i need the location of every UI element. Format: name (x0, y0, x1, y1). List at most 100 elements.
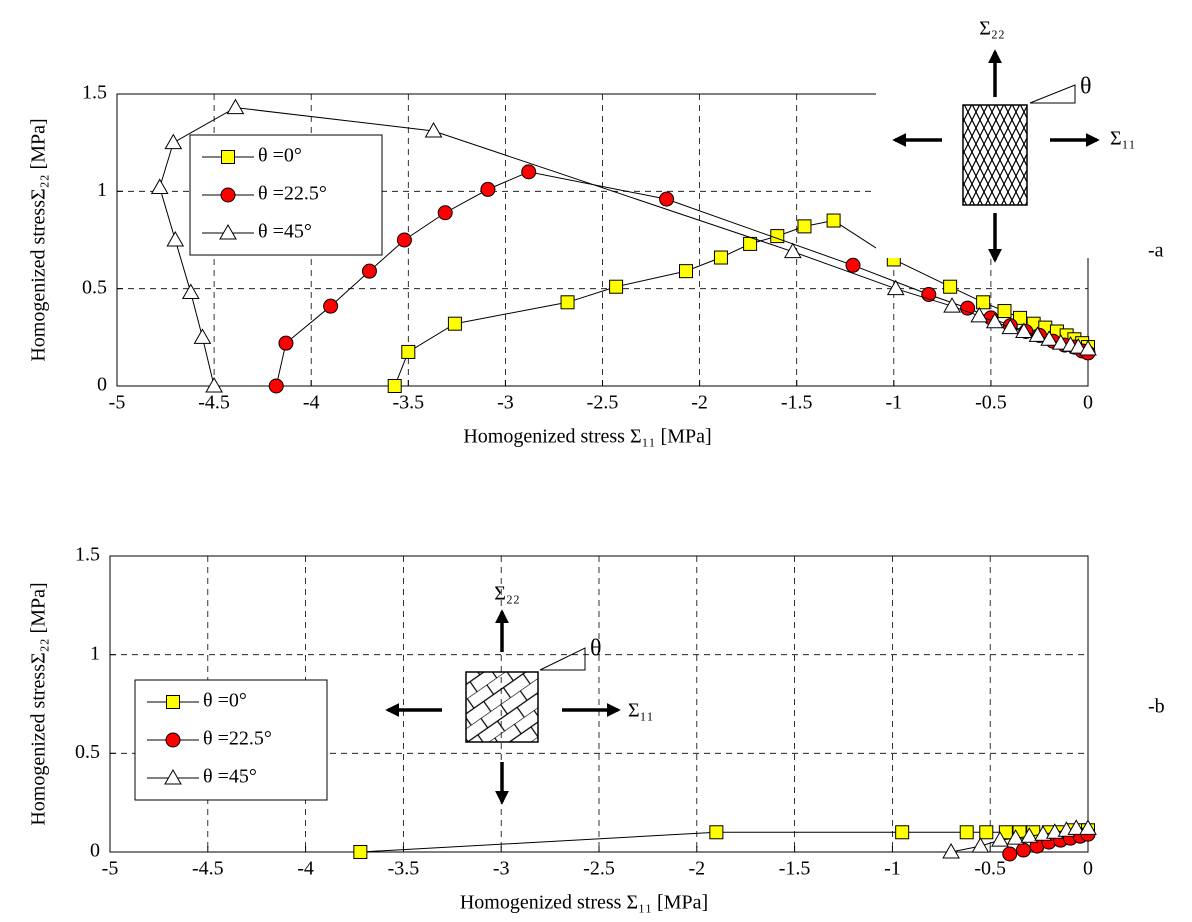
marker (770, 229, 785, 244)
inset-a: Σ₂₂ Σ₁₁ θ -a (876, 18, 1164, 263)
marker (1045, 823, 1064, 839)
marker (323, 298, 339, 314)
marker (480, 181, 496, 197)
x-tick-label: -2.5 (587, 392, 619, 414)
annotation: Σ₂₂ (979, 18, 1005, 40)
x-tick-label: -5 (109, 392, 126, 414)
marker (166, 695, 180, 709)
marker (447, 316, 462, 331)
marker (609, 279, 624, 294)
marker (226, 98, 245, 115)
marker (970, 306, 989, 323)
marker (1001, 318, 1020, 335)
marker (1020, 827, 1039, 843)
marker (942, 842, 960, 859)
annotation: Σ₁₁ (1110, 128, 1136, 150)
marker (268, 378, 284, 394)
panel-label: -b (1148, 696, 1165, 718)
angle-mark (1029, 84, 1076, 104)
y-tick-label: 0 (97, 374, 107, 396)
marker (943, 279, 958, 294)
marker (219, 223, 237, 240)
marker (991, 831, 1009, 847)
marker (895, 825, 910, 840)
x-tick-label: -4 (303, 392, 320, 414)
marker (361, 263, 377, 279)
marker (985, 312, 1004, 329)
y-tick-label: 1 (90, 642, 100, 664)
x-tick-label: -2 (688, 858, 705, 880)
legend-label: θ =45° (258, 221, 312, 243)
marker (959, 825, 974, 840)
x-tick-label: 0 (1083, 858, 1093, 880)
x-tick-label: -3 (497, 392, 514, 414)
marker (1040, 330, 1059, 346)
marker (205, 376, 223, 393)
x-tick-label: -4.5 (192, 858, 224, 880)
marker (560, 295, 575, 310)
x-axis-label: Homogenized stress Σ₁₁ [MPa] (460, 892, 708, 914)
x-tick-label: -3.5 (392, 392, 424, 414)
marker (220, 187, 236, 203)
specimen (465, 671, 539, 743)
x-tick-label: -4.5 (198, 392, 230, 414)
x-tick-label: -4 (297, 858, 314, 880)
y-axis-label: Homogenized stressΣ₂₂ [MPa] (28, 582, 50, 825)
legend: θ =0° θ =22.5° θ =45° (134, 679, 328, 801)
annotation: Σ₁₁ (628, 700, 654, 722)
marker (979, 825, 994, 840)
marker (396, 232, 412, 248)
marker (401, 344, 416, 359)
angle-mark (539, 647, 586, 671)
legend-label: θ =45° (203, 766, 257, 788)
marker (164, 768, 182, 785)
plot-frame (109, 555, 1089, 853)
x-tick-label: -3 (493, 858, 510, 880)
annotation: θ (590, 636, 602, 662)
inset-b: Σ₂₂ Σ₁₁ θ -b (385, 583, 1165, 805)
x-tick-label: -2.5 (583, 858, 615, 880)
marker (976, 295, 991, 310)
marker (1015, 842, 1031, 858)
marker (960, 300, 976, 316)
marker (1079, 819, 1097, 835)
y-tick-label: 1.5 (82, 82, 107, 104)
marker (1002, 846, 1018, 862)
specimen (962, 104, 1028, 206)
marker (971, 837, 990, 853)
x-tick-label: -0.5 (975, 392, 1007, 414)
marker (193, 328, 212, 344)
marker (1028, 326, 1047, 342)
y-tick-label: 0.5 (82, 276, 107, 298)
x-tick-label: -3.5 (388, 858, 420, 880)
marker (1069, 338, 1088, 354)
annotation: θ (1080, 74, 1092, 100)
x-tick-label: -1.5 (781, 392, 813, 414)
x-tick-label: -5 (102, 858, 119, 880)
marker (1006, 829, 1025, 845)
marker (221, 150, 235, 164)
legend-label: θ =22.5° (203, 728, 272, 750)
marker (424, 121, 443, 138)
y-tick-label: 1.5 (75, 544, 100, 566)
marker (679, 264, 694, 279)
marker (278, 335, 294, 351)
legend-label: θ =0° (258, 145, 302, 167)
marker (943, 297, 961, 313)
marker (826, 213, 841, 228)
marker (181, 283, 200, 300)
marker (166, 230, 185, 247)
marker (659, 191, 675, 207)
marker (1034, 825, 1052, 841)
y-tick-label: 0 (90, 840, 100, 862)
x-tick-label: -1 (885, 392, 902, 414)
legend-label: θ =22.5° (258, 183, 327, 205)
marker (783, 242, 802, 259)
x-tick-label: -1 (884, 858, 901, 880)
marker (164, 133, 183, 150)
marker (1013, 310, 1028, 325)
y-tick-label: 0.5 (75, 741, 100, 763)
marker (521, 164, 537, 180)
marker (437, 205, 453, 221)
x-tick-label: -2 (691, 392, 708, 414)
